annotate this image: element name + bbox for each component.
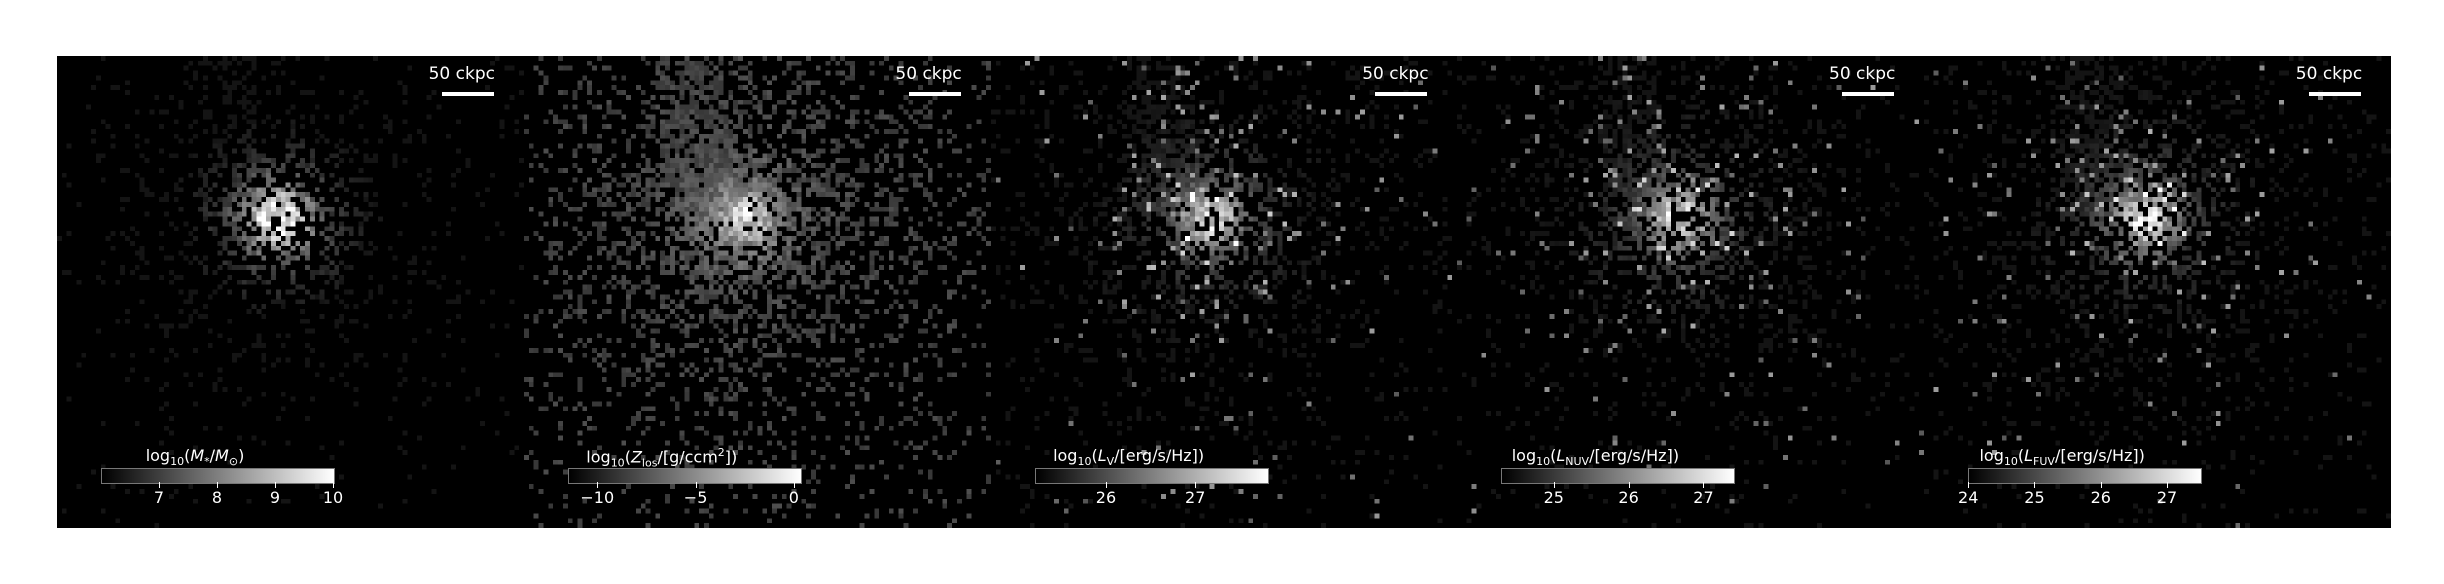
colorbar-label: log10(LNUV/[erg/s/Hz]) xyxy=(1511,446,1680,469)
fuv-map-panel: 50 ckpc log10(LFUV/[erg/s/Hz]) 24 25 26 27 xyxy=(1924,56,2391,528)
colorbar-label: log10(LV/[erg/s/Hz]) xyxy=(1053,446,1205,469)
scale-bar xyxy=(908,92,961,96)
scale-bar-label: 50 ckpc xyxy=(2295,64,2363,84)
colorbar xyxy=(1034,468,1269,484)
colorbar xyxy=(1501,468,1736,484)
colorbar-tick-label: 8 xyxy=(211,488,223,507)
colorbar-label: log10(LFUV/[erg/s/Hz]) xyxy=(1979,446,2145,469)
colorbar-tick xyxy=(597,482,599,488)
scale-bar-label: 50 ckpc xyxy=(1829,64,1896,84)
stellar-mass-map-panel: 50 ckpc log10(M*/M⊙) 7 8 9 10 xyxy=(57,56,524,528)
colorbar-tick-label: −10 xyxy=(580,488,615,507)
colorbar-tick-label: 9 xyxy=(269,488,281,507)
metal-column-map-panel: 50 ckpc log10(Zlos/[g/ccm2]) −10 −5 0 xyxy=(523,56,991,528)
colorbar xyxy=(567,468,802,484)
colorbar-tick-label: 7 xyxy=(153,488,165,507)
colorbar-tick-label: 25 xyxy=(2024,488,2045,507)
scale-bar xyxy=(1842,92,1895,96)
colorbar-tick xyxy=(1628,482,1630,488)
colorbar-tick-label: 25 xyxy=(1543,488,1564,507)
nuv-map-image xyxy=(1457,56,1925,528)
colorbar-tick-label: −5 xyxy=(683,488,708,507)
colorbar-tick-label: 27 xyxy=(1185,488,1206,507)
v-band-map-panel: 50 ckpc log10(LV/[erg/s/Hz]) 26 27 xyxy=(990,56,1458,528)
colorbar-tick-label: 27 xyxy=(2156,488,2178,507)
colorbar-tick xyxy=(2034,482,2036,488)
colorbar-label: log10(Zlos/[g/ccm2]) xyxy=(586,446,738,470)
v-band-map-image xyxy=(990,56,1458,528)
colorbar-tick xyxy=(333,482,334,488)
colorbar-tick xyxy=(159,482,160,488)
scale-bar xyxy=(2308,92,2361,96)
colorbar-tick xyxy=(695,482,697,488)
colorbar-label: log10(M*/M⊙) xyxy=(145,446,245,469)
colorbar-tick xyxy=(2100,482,2102,488)
colorbar-tick-label: 24 xyxy=(1958,488,1979,507)
figure: 50 ckpc log10(M*/M⊙) 7 8 9 10 50 ckpc log10(Zlo… xyxy=(57,56,2391,528)
fuv-map-image xyxy=(1924,56,2391,528)
nuv-map-panel: 50 ckpc log10(LNUV/[erg/s/Hz]) 25 26 27 xyxy=(1457,56,1925,528)
colorbar-tick xyxy=(1105,482,1107,488)
colorbar-tick xyxy=(1968,482,1970,488)
colorbar xyxy=(101,468,335,484)
scale-bar-label: 50 ckpc xyxy=(895,64,962,84)
colorbar xyxy=(1968,468,2203,484)
colorbar-tick xyxy=(1553,482,1555,488)
colorbar-tick xyxy=(1195,482,1197,488)
colorbar-tick xyxy=(1703,482,1705,488)
scale-bar xyxy=(1375,92,1428,96)
colorbar-tick xyxy=(275,482,276,488)
colorbar-tick xyxy=(793,482,795,488)
colorbar-tick-label: 10 xyxy=(322,488,344,507)
metal-column-map-image xyxy=(523,56,991,528)
colorbar-tick xyxy=(2167,482,2169,488)
colorbar-tick-label: 27 xyxy=(1693,488,1714,507)
colorbar-tick-label: 26 xyxy=(2090,488,2111,507)
colorbar-tick-label: 26 xyxy=(1095,488,1117,507)
stellar-mass-map-image xyxy=(57,56,524,528)
colorbar-tick xyxy=(217,482,218,488)
colorbar-tick-label: 26 xyxy=(1618,488,1639,507)
scale-bar xyxy=(441,92,494,96)
scale-bar-label: 50 ckpc xyxy=(428,64,495,84)
colorbar-tick-label: 0 xyxy=(788,488,799,507)
scale-bar-label: 50 ckpc xyxy=(1362,64,1429,84)
